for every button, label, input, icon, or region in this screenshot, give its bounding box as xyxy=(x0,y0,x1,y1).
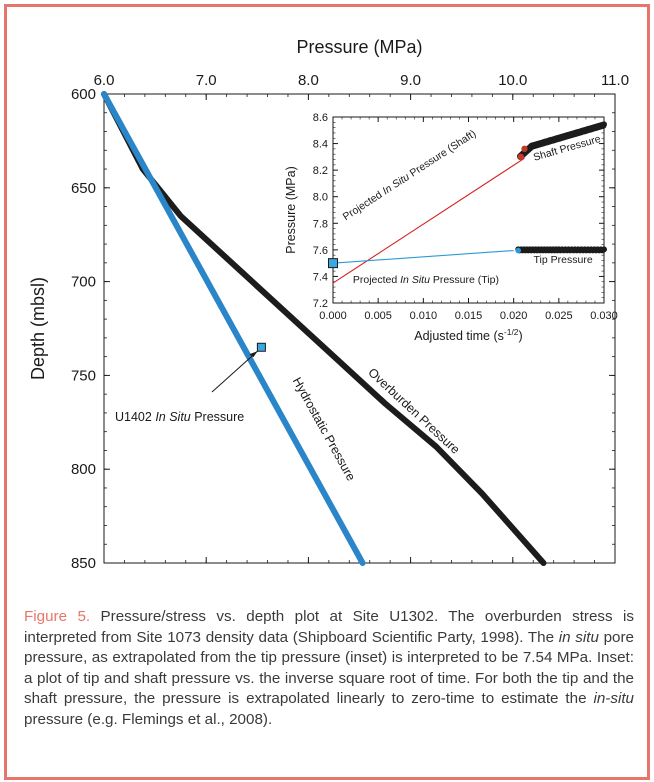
shaft-pressure-point xyxy=(601,121,607,128)
tip-pressure-point xyxy=(601,246,607,253)
x-tick-label: 11.0 xyxy=(601,72,629,89)
x-axis-title: Pressure (MPa) xyxy=(296,37,422,57)
inset-x-tick-label: 0.010 xyxy=(410,310,438,322)
inset-x-tick-label: 0.020 xyxy=(500,310,528,322)
caption-text-1: Pressure/stress vs. depth plot at Site U… xyxy=(24,608,634,646)
y-tick-label: 800 xyxy=(71,461,96,478)
x-tick-label: 6.0 xyxy=(94,72,115,89)
in-situ-pressure-arrowhead xyxy=(249,351,258,358)
hydrostatic-pressure-line xyxy=(101,91,366,566)
inset-x-tick-label: 0.025 xyxy=(545,310,573,322)
overburden-pressure-label: Overburden Pressure xyxy=(365,365,462,456)
caption-italic-2: in-situ xyxy=(593,690,634,707)
caption-italic-1: in situ xyxy=(558,628,599,646)
inset-y-tick-label: 8.6 xyxy=(313,112,328,124)
inset-x-tick-label: 0.015 xyxy=(455,310,483,322)
inset-x-tick-label: 0.030 xyxy=(590,310,618,322)
inset-y-tick-label: 8.2 xyxy=(313,165,328,177)
tip-pressure-label: Tip Pressure xyxy=(534,254,593,266)
y-tick-label: 650 xyxy=(71,180,96,197)
figure-caption: Figure 5. Pressure/stress vs. depth plot… xyxy=(24,607,634,730)
shaft-pressure-onset-point xyxy=(517,153,525,161)
y-axis-title: Depth (mbsl) xyxy=(28,277,48,380)
caption-lead: Figure 5. xyxy=(24,608,91,625)
tip-pressure-onset-point xyxy=(515,247,521,254)
projected-shaft-pressure-line xyxy=(332,157,525,284)
projected-tip-start-marker xyxy=(328,258,338,269)
projected-tip-pressure-label: Projected In Situ Pressure (Tip) xyxy=(353,274,499,286)
inset-y-tick-label: 7.6 xyxy=(313,245,328,257)
y-tick-label: 850 xyxy=(71,555,96,572)
inset-x-tick-label: 0.005 xyxy=(364,310,392,322)
inset-x-axis-title: Adjusted time (s-1/2) xyxy=(414,327,522,343)
inset-y-tick-label: 7.4 xyxy=(313,271,328,283)
figure-frame: 6.0 7.0 8.0 9.0 10.0 11.0 600 650 700 750 800 850 Pr… xyxy=(4,4,650,780)
inset-x-tick-label: 0.000 xyxy=(319,310,347,322)
y-tick-label: 700 xyxy=(71,274,96,291)
x-tick-label: 10.0 xyxy=(498,72,527,89)
x-tick-label: 9.0 xyxy=(400,72,421,89)
in-situ-pressure-leader xyxy=(211,350,258,393)
inset-y-tick-label: 7.8 xyxy=(313,218,328,230)
hydrostatic-pressure-label: Hydrostatic Pressure xyxy=(290,375,358,483)
pressure-depth-chart: 6.0 7.0 8.0 9.0 10.0 11.0 600 650 700 750 800 850 Pr… xyxy=(28,37,629,572)
inset-y-axis-title: Pressure (MPa) xyxy=(284,166,298,254)
inset-plot-frame xyxy=(332,116,605,304)
caption-text-3: pressure (e.g. Flemings et al., 2008). xyxy=(24,710,273,728)
x-tick-label: 8.0 xyxy=(298,72,319,89)
inset-y-tick-label: 8.4 xyxy=(313,139,328,151)
shaft-pressure-onset-point xyxy=(521,145,528,153)
y-tick-label: 600 xyxy=(71,86,96,103)
y-tick-label: 750 xyxy=(71,367,96,384)
in-situ-pressure-label: U1402 In Situ Pressure xyxy=(115,410,244,424)
in-situ-pressure-marker xyxy=(256,342,266,352)
inset-y-tick-label: 7.2 xyxy=(313,298,328,310)
x-tick-label: 7.0 xyxy=(196,72,217,89)
inset-y-tick-label: 8.0 xyxy=(313,192,328,204)
caption-text-2: pore pressure, as extrapolated from the … xyxy=(24,628,634,708)
projected-tip-pressure-line xyxy=(332,249,514,264)
